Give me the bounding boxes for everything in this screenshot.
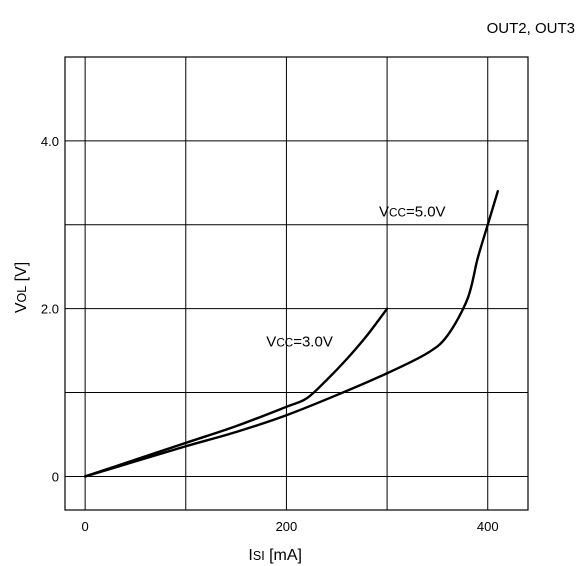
x-tick-label: 200 [276, 519, 298, 534]
series-vcc-5v-line [83, 190, 499, 478]
x-tick-label: 400 [477, 519, 499, 534]
tick-labels: 0 200 400 0 2.0 4.0 [41, 134, 499, 534]
series-layer [83, 190, 499, 478]
y-axis-title: VOL [V] [13, 262, 30, 313]
y-axis-title-text: VOL [V] [13, 262, 30, 313]
y-tick-label: 2.0 [41, 302, 59, 317]
y-axis-title-group: VOL [V] [13, 262, 30, 313]
x-tick-label: 0 [82, 519, 89, 534]
y-tick-label: 4.0 [41, 134, 59, 149]
series-label-vcc-3v: VCC=3.0V [266, 333, 333, 350]
y-tick-label: 0 [52, 469, 59, 484]
series-label-vcc-5v: VCC=5.0V [379, 203, 446, 220]
x-axis-title-text: ISI [mA] [248, 547, 302, 564]
grid-layer [65, 57, 528, 510]
x-axis-title: ISI [mA] [248, 547, 302, 564]
plot-frame [64, 56, 529, 511]
chart-title: OUT2, OUT3 [487, 20, 575, 37]
series-vcc-3v-line [83, 307, 389, 478]
series-labels: VCC=3.0V VCC=5.0V [266, 203, 445, 350]
